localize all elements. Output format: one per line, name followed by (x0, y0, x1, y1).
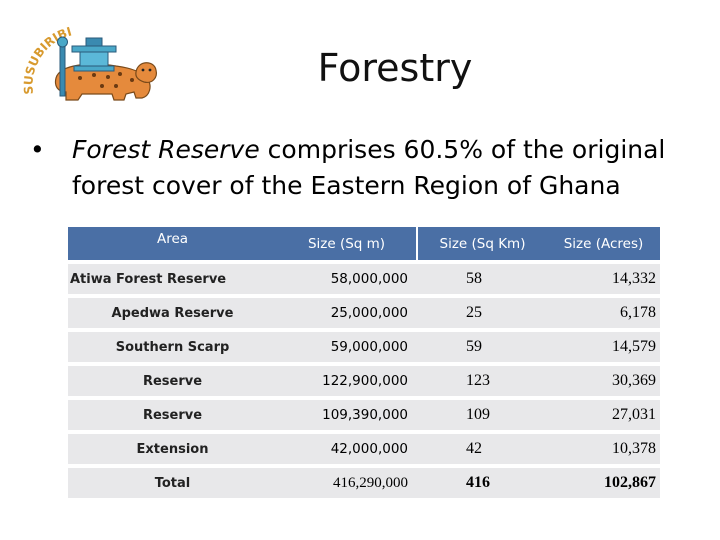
bullet-point: • Forest Reserve comprises 60.5% of the … (30, 132, 700, 204)
bullet-rest: comprises 60.5% of the original forest c… (72, 135, 666, 200)
cell-sqkm: 42 (416, 434, 547, 464)
bullet-text: Forest Reserve comprises 60.5% of the or… (30, 132, 700, 204)
cell-sqm: 416,290,000 (277, 468, 416, 498)
cell-area: Reserve (68, 400, 277, 430)
cell-acres: 102,867 (547, 468, 660, 498)
header-size-acres: Size (Acres) (547, 227, 660, 260)
leopard-emblem-icon: SUSUBIRIBI (21, 24, 157, 101)
cell-area: Atiwa Forest Reserve (68, 264, 277, 294)
bullet-icon: • (30, 135, 45, 164)
cell-acres: 27,031 (547, 400, 660, 430)
cell-sqm: 59,000,000 (277, 332, 416, 362)
bullet-emphasis: Forest Reserve (72, 135, 260, 164)
cell-sqm: 25,000,000 (277, 298, 416, 328)
cell-area: Total (68, 468, 277, 498)
forest-reserve-table: Area Size (Sq m) Size (Sq Km) Size (Acre… (68, 223, 660, 502)
cell-sqkm: 109 (416, 400, 547, 430)
cell-acres: 14,332 (547, 264, 660, 294)
table-total-row: Total 416,290,000 416 102,867 (68, 468, 660, 498)
susubiribi-logo: SUSUBIRIBI (20, 20, 160, 110)
cell-acres: 30,369 (547, 366, 660, 396)
cell-sqkm: 58 (416, 264, 547, 294)
cell-sqm: 58,000,000 (277, 264, 416, 294)
cell-area: Extension (68, 434, 277, 464)
header-area: Area (68, 227, 277, 260)
table-row: Reserve 122,900,000 123 30,369 (68, 366, 660, 396)
table-row: Apedwa Reserve 25,000,000 25 6,178 (68, 298, 660, 328)
page-title: Forestry (317, 46, 473, 90)
table-row: Southern Scarp 59,000,000 59 14,579 (68, 332, 660, 362)
cell-sqkm: 416 (416, 468, 547, 498)
cell-sqm: 109,390,000 (277, 400, 416, 430)
cell-area: Apedwa Reserve (68, 298, 277, 328)
cell-area: Southern Scarp (68, 332, 277, 362)
cell-sqm: 42,000,000 (277, 434, 416, 464)
cell-sqm: 122,900,000 (277, 366, 416, 396)
cell-area: Reserve (68, 366, 277, 396)
header-size-sqkm: Size (Sq Km) (416, 227, 547, 260)
cell-sqkm: 25 (416, 298, 547, 328)
table-row: Reserve 109,390,000 109 27,031 (68, 400, 660, 430)
cell-acres: 6,178 (547, 298, 660, 328)
table-header-row: Area Size (Sq m) Size (Sq Km) Size (Acre… (68, 227, 660, 260)
table-row: Atiwa Forest Reserve 58,000,000 58 14,33… (68, 264, 660, 294)
cell-acres: 14,579 (547, 332, 660, 362)
cell-acres: 10,378 (547, 434, 660, 464)
cell-sqkm: 123 (416, 366, 547, 396)
table-row: Extension 42,000,000 42 10,378 (68, 434, 660, 464)
header-size-sqm: Size (Sq m) (277, 227, 416, 260)
cell-sqkm: 59 (416, 332, 547, 362)
